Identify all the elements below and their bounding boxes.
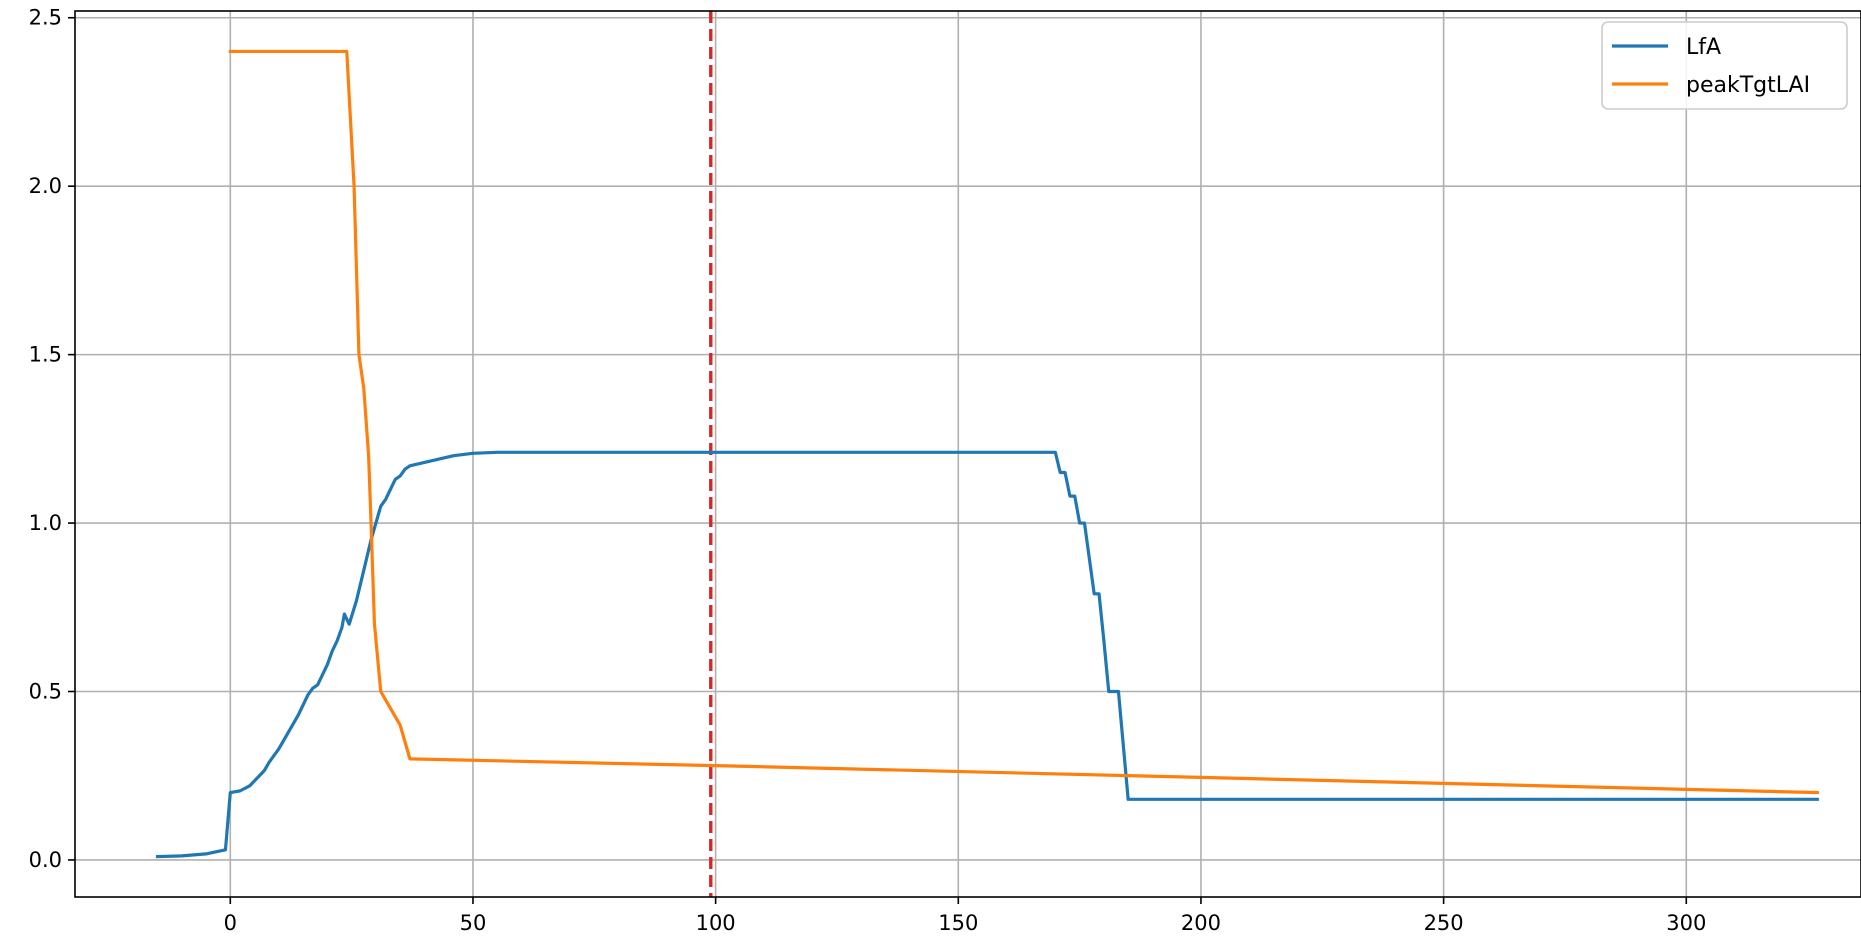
y-tick-label: 0.0	[29, 848, 62, 872]
x-tick-label: 150	[938, 911, 978, 935]
x-tick-label: 250	[1424, 911, 1464, 935]
series-layer	[155, 49, 1819, 859]
y-tick-label: 1.0	[29, 511, 62, 535]
series-line-lfa	[155, 450, 1819, 859]
x-tick-label: 0	[224, 911, 237, 935]
plot-frame	[74, 10, 1861, 898]
series-line-peaktgtlai	[228, 49, 1819, 795]
legend-label-lfa: LfA	[1686, 35, 1721, 60]
x-tick-label: 100	[696, 911, 736, 935]
grid-lines	[75, 11, 1861, 897]
y-tick-label: 2.0	[29, 174, 62, 198]
x-tick-label: 300	[1666, 911, 1706, 935]
legend-box	[1601, 21, 1848, 110]
legend: LfA peakTgtLAI	[1601, 21, 1848, 110]
x-tick-label: 200	[1181, 911, 1221, 935]
y-tick-label: 2.5	[29, 6, 62, 30]
y-tick-label: 0.5	[29, 680, 62, 704]
x-axis: 0 50 100 150 200 250 300	[224, 897, 1706, 935]
x-tick-label: 50	[460, 911, 487, 935]
y-axis: 0.0 0.5 1.0 1.5 2.0 2.5	[29, 6, 75, 872]
legend-label-peaktgtlai: peakTgtLAI	[1686, 73, 1810, 98]
y-tick-label: 1.5	[29, 343, 62, 367]
